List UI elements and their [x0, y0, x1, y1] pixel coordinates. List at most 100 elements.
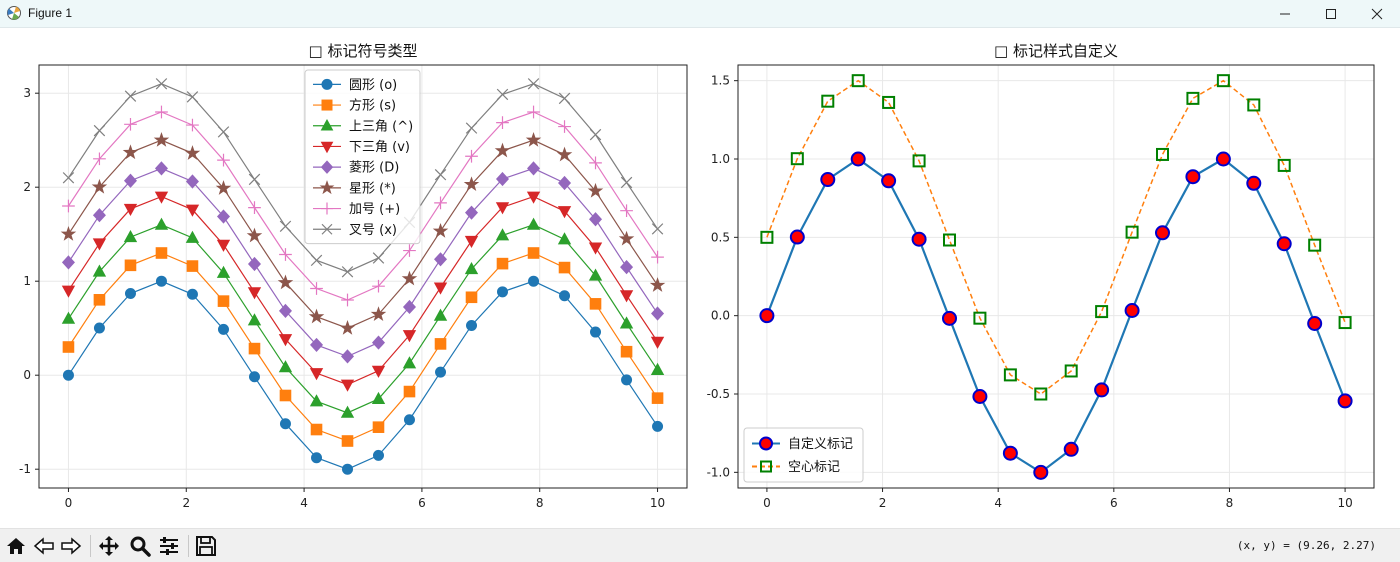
x-tick-label: 4	[300, 496, 308, 510]
data-point	[528, 275, 540, 287]
data-point	[246, 227, 263, 243]
data-point	[588, 242, 603, 255]
x-tick-label: 10	[650, 496, 665, 510]
close-button[interactable]	[1354, 0, 1400, 27]
data-point	[881, 173, 897, 189]
data-point	[155, 105, 168, 119]
data-point	[340, 349, 355, 364]
data-point	[185, 174, 199, 189]
data-point	[341, 293, 354, 307]
data-point	[185, 204, 200, 217]
data-point	[527, 78, 540, 90]
data-point	[402, 299, 416, 315]
data-point	[186, 91, 199, 103]
data-point	[434, 252, 448, 267]
data-point	[525, 132, 542, 147]
data-point	[882, 95, 896, 109]
data-point	[556, 146, 573, 162]
data-point	[1124, 302, 1140, 318]
data-point	[1247, 98, 1261, 112]
data-point	[62, 172, 75, 184]
legend-marker	[321, 202, 333, 215]
legend-marker	[759, 436, 773, 451]
series-4	[61, 191, 665, 392]
data-point	[527, 105, 540, 119]
data-point	[92, 238, 107, 251]
y-tick-label: 0.0	[711, 309, 730, 323]
x-tick-label: 10	[1337, 496, 1352, 510]
data-point	[1186, 91, 1200, 105]
toolbar-separator	[90, 535, 91, 557]
data-point	[972, 389, 988, 405]
series-line	[67, 83, 659, 273]
data-point	[464, 235, 479, 249]
data-point	[1308, 238, 1322, 252]
maximize-button[interactable]	[1308, 0, 1354, 27]
data-point	[248, 201, 261, 214]
data-point	[278, 303, 292, 319]
series-line	[67, 224, 659, 414]
data-point	[651, 392, 664, 404]
data-point	[62, 199, 75, 213]
data-point	[1277, 158, 1291, 172]
data-point	[155, 247, 168, 259]
y-tick-label: 0.5	[711, 230, 730, 244]
data-point	[340, 405, 355, 418]
x-tick-label: 2	[879, 496, 887, 510]
data-point	[650, 336, 665, 349]
data-point	[1033, 464, 1049, 480]
legend-label: 下三角 (v)	[349, 140, 410, 155]
legend-marker	[320, 160, 334, 174]
data-point	[911, 231, 927, 247]
legend-entry: 空心标记	[752, 460, 840, 475]
data-point	[371, 391, 386, 404]
forward-button[interactable]	[59, 534, 83, 558]
series-line	[67, 280, 659, 470]
data-point	[60, 226, 77, 241]
data-point	[1216, 74, 1230, 88]
legend-label: 星形 (*)	[349, 181, 396, 196]
legend-marker	[319, 180, 335, 195]
back-button[interactable]	[32, 534, 56, 558]
data-point	[912, 154, 926, 168]
zoom-button[interactable]	[128, 534, 152, 558]
data-point	[155, 275, 167, 287]
pan-button[interactable]	[97, 534, 121, 558]
data-point	[587, 182, 604, 198]
y-tick-label: 1.0	[711, 152, 730, 166]
data-point	[186, 118, 199, 132]
data-point	[123, 203, 138, 217]
data-point	[308, 308, 325, 324]
legend-entry: 加号 (+)	[313, 202, 400, 217]
data-point	[62, 369, 74, 381]
data-point	[402, 356, 417, 369]
data-point	[247, 256, 261, 272]
data-point	[216, 265, 231, 278]
figure-svg: □ 标记符号类型 0 2 4 6 8 10 -1 0 1 2 3 圆形 (o) 方形 (s) 上三角 (^)…	[19, 42, 1375, 510]
data-point	[463, 176, 480, 192]
home-button[interactable]	[4, 534, 28, 558]
minimize-button[interactable]	[1262, 0, 1308, 27]
data-point	[435, 366, 447, 378]
data-point	[759, 308, 775, 324]
data-point	[620, 176, 633, 189]
data-point	[310, 282, 323, 295]
data-point	[279, 389, 292, 402]
data-point	[216, 239, 231, 252]
data-point	[93, 322, 105, 334]
legend-entry: 叉号 (x)	[313, 223, 397, 238]
navigation-toolbar: (x, y) = (9.26, 2.27)	[0, 528, 1400, 562]
data-point	[403, 385, 416, 398]
data-point	[790, 152, 804, 166]
title-bar: Figure 1	[0, 0, 1400, 28]
data-point	[558, 175, 572, 191]
data-point	[465, 122, 478, 134]
data-point	[186, 260, 199, 272]
save-button[interactable]	[194, 534, 218, 558]
data-point	[589, 128, 602, 141]
configure-subplots-button[interactable]	[157, 534, 181, 558]
data-point	[124, 90, 137, 102]
figure-canvas[interactable]: □ 标记符号类型 0 2 4 6 8 10 -1 0 1 2 3 圆形 (o) 方形 (s) 上三角 (^)…	[0, 28, 1400, 528]
data-point	[61, 285, 76, 298]
